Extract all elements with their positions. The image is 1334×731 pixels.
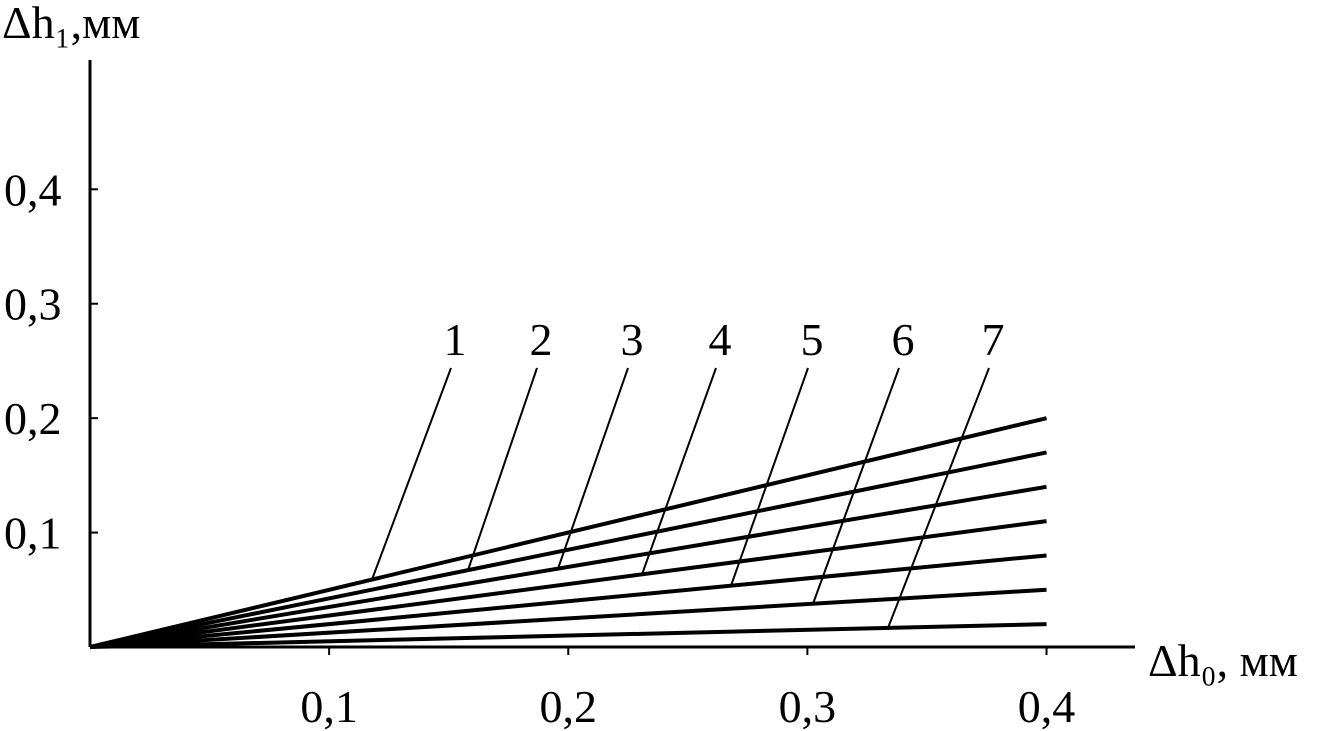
series-line	[89, 553, 1047, 649]
y-tick-label: 0,4	[4, 164, 62, 215]
leader-line	[371, 367, 452, 580]
x-tick-label: 0,2	[540, 681, 598, 731]
x-tick-label: 0,4	[1018, 681, 1076, 731]
series-line	[89, 587, 1047, 649]
curve-label: 7	[982, 314, 1005, 365]
leader-line	[467, 367, 538, 571]
curve-label: 5	[801, 314, 824, 365]
series-line	[89, 622, 1047, 649]
x-tick-label: 0,3	[779, 681, 837, 731]
x-tick-label: 0,1	[300, 681, 358, 731]
curve-label: 6	[892, 314, 915, 365]
leader-line	[812, 367, 900, 605]
series-line	[89, 416, 1047, 649]
y-tick-label: 0,2	[4, 393, 62, 444]
series-line	[89, 450, 1047, 649]
y-axis-label: Δh₁,мм	[2, 0, 140, 48]
y-tick-label: 0,1	[4, 508, 62, 559]
series-line	[89, 484, 1047, 649]
y-tick-label: 0,3	[4, 279, 62, 330]
leader-line	[730, 367, 809, 586]
curve-label: 4	[709, 314, 732, 365]
curve-label: 2	[530, 314, 553, 365]
leader-line	[641, 367, 717, 575]
leader-line	[887, 367, 990, 629]
curve-label: 1	[444, 314, 467, 365]
x-axis-label: Δh₀, мм	[1148, 635, 1298, 686]
series-line	[89, 519, 1047, 649]
leader-line	[557, 367, 629, 569]
curve-label: 3	[621, 314, 644, 365]
